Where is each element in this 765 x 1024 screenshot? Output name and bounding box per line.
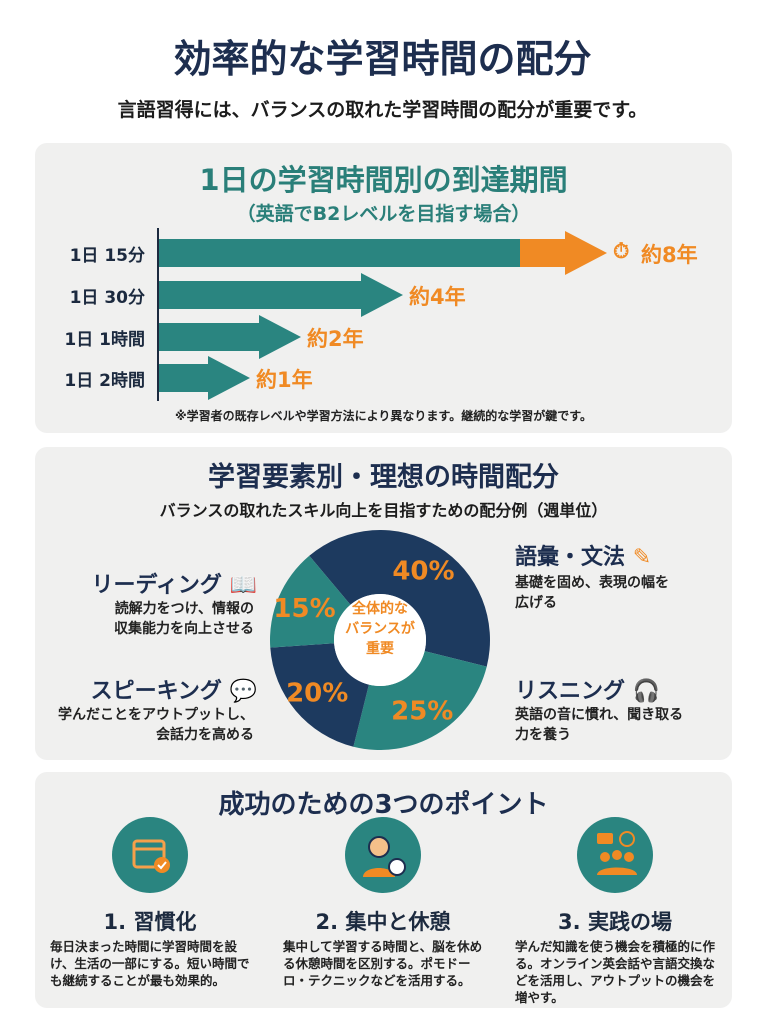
bar-value-label: 約1年	[256, 368, 313, 392]
donut-slice-label: 25%	[391, 696, 453, 726]
allocation-donut-chart: 40% 25% 20% 15%	[270, 530, 490, 750]
group-chat-icon	[577, 817, 653, 893]
donut-slice	[270, 555, 351, 648]
section-title: 成功のための3つのポイント	[218, 790, 549, 820]
bar-body	[159, 281, 361, 309]
bar-value-label: 約8年	[641, 243, 698, 267]
bar-body	[159, 364, 208, 392]
section-title: 学習要素別・理想の時間配分	[208, 462, 559, 493]
bar-category-label: 1日 15分	[69, 246, 145, 266]
center-line: バランスが	[345, 621, 415, 637]
point-desc: 学んだ知識を使う機会を積極的に作る。オンライン英会話や言語交換などを活用し、アウ…	[515, 939, 716, 1005]
point-desc: 毎日決まった時間に学習時間を設け、生活の一部にする。短い時間でも継続することが最…	[50, 939, 250, 988]
skill-vocab-desc: 基礎を固め、表現の幅を 広げる	[515, 575, 669, 611]
bar-category-label: 1日 30分	[69, 288, 145, 308]
skill-vocab-title: 語彙・文法 ✎	[515, 545, 652, 570]
skill-speaking-desc: 学んだことをアウトプットし、 会話力を高める	[58, 707, 254, 743]
donut-slice-label: 40%	[392, 556, 454, 586]
headphones-ear-icon: 🎧	[632, 679, 661, 704]
skill-speaking-title: スピーキング 💬	[90, 679, 257, 704]
duration-bar-chart	[157, 228, 607, 401]
center-line: 重要	[366, 641, 394, 657]
section-subtitle: バランスの取れたスキル向上を目指すための配分例（週単位）	[159, 501, 608, 520]
donut-slice	[270, 643, 369, 747]
allocation-panel: 学習要素別・理想の時間配分 バランスの取れたスキル向上を目指すための配分例（週単…	[35, 447, 732, 760]
footnote: ※学習者の既存レベルや学習方法により異なります。継続的な学習が鍵です。	[174, 409, 593, 423]
bar-body-tail	[520, 239, 565, 267]
bar-value-label: 約2年	[307, 327, 364, 351]
skill-listening-desc: 英語の音に慣れ、聞き取る 力を養う	[515, 707, 684, 743]
skill-reading-desc: 読解力をつけ、情報の 収集能力を向上させる	[114, 601, 254, 637]
donut-hole	[334, 594, 426, 686]
bar-arrowhead	[565, 231, 607, 275]
bar-arrowhead	[361, 273, 403, 317]
center-line: 全体的な	[352, 601, 408, 617]
duration-panel: 1日の学習時間別の到達期間 （英語でB2レベルを目指す場合） 1日 15分 ⏱ 約8…	[35, 143, 732, 433]
tips-panel: 成功のための3つのポイント 1. 習慣化 2. 集中と休憩 3. 実践の場 毎日…	[35, 772, 732, 1008]
donut-slice-label: 20%	[286, 679, 348, 709]
bar-arrowhead	[259, 315, 301, 359]
person-timer-icon	[345, 817, 421, 893]
bar-value-label: 約4年	[409, 285, 466, 309]
calendar-check-icon	[112, 817, 188, 893]
bar-arrowhead	[208, 356, 250, 400]
point-title: 2. 集中と休憩	[315, 910, 451, 934]
donut-slice-label: 15%	[273, 594, 335, 624]
donut-center-text: 全体的な バランスが 重要	[330, 599, 430, 659]
bar-body	[159, 239, 520, 267]
bar-body	[159, 323, 259, 351]
section-title: 1日の学習時間別の到達期間	[199, 163, 568, 197]
point-desc: 集中して学習する時間と、脳を休める休憩時間を区別する。ポモドーロ・テクニックなど…	[283, 939, 483, 988]
skill-reading-title: リーディング 📖	[91, 573, 257, 598]
skill-listening-title: リスニング 🎧	[515, 679, 661, 704]
speech-bubble-icon: 💬	[229, 679, 257, 704]
notebook-pen-icon: ✎	[632, 545, 652, 570]
donut-slice	[309, 530, 490, 667]
section-subtitle: （英語でB2レベルを目指す場合）	[236, 203, 531, 225]
bar-category-label: 1日 2時間	[64, 371, 145, 391]
page-subtitle: 言語習得には、バランスの取れた学習時間の配分が重要です。	[117, 99, 648, 121]
point-title: 1. 習慣化	[103, 910, 197, 934]
page-title: 効率的な学習時間の配分	[173, 37, 592, 81]
point-title: 3. 実践の場	[558, 910, 672, 934]
bar-category-label: 1日 1時間	[64, 330, 145, 350]
donut-slice	[353, 651, 487, 750]
open-book-icon: 📖	[229, 573, 257, 598]
stopwatch-icon: ⏱	[613, 239, 630, 263]
